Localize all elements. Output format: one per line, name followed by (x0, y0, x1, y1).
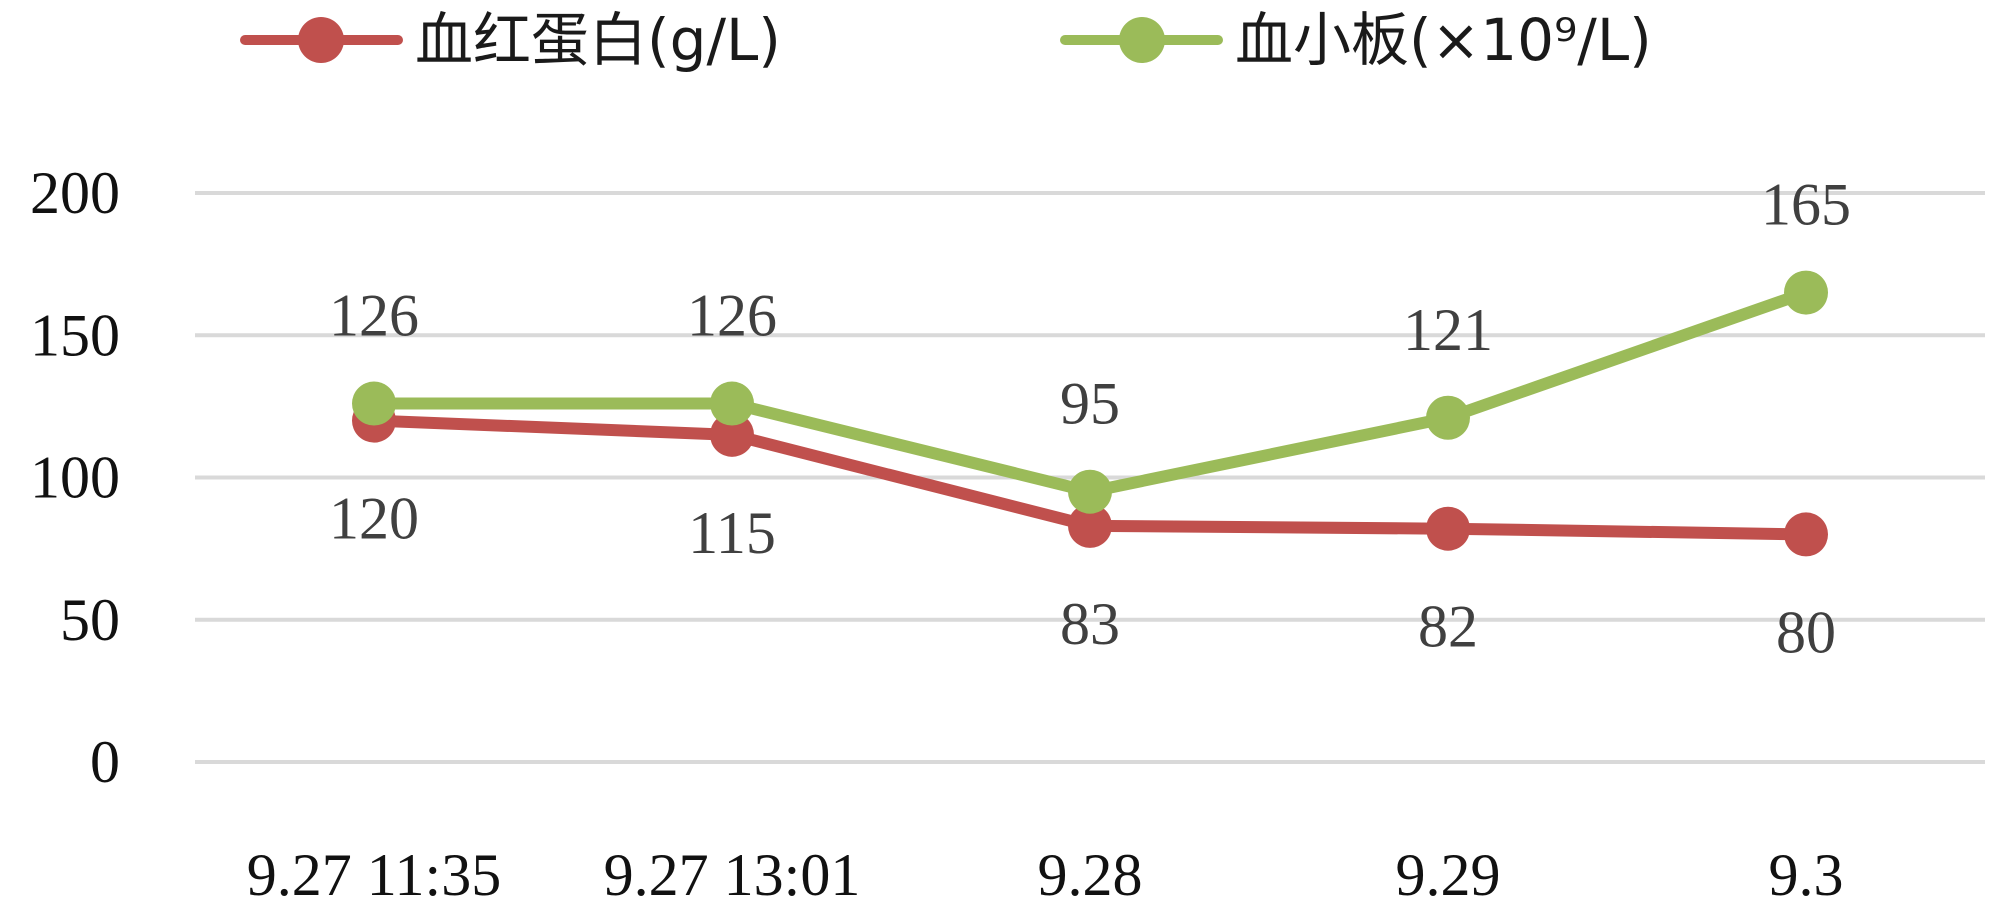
x-tick-label: 9.3 (1769, 842, 1844, 908)
data-point-platelet (1426, 395, 1470, 440)
legend-item-platelet: 血小板(×10⁹/L) (1060, 6, 1652, 74)
data-point-platelet (1784, 270, 1828, 315)
data-labels: 120 115 83 82 80 126 126 95 121 165 (329, 172, 1851, 666)
data-label-platelet: 126 (687, 283, 777, 349)
data-point-platelet (352, 381, 396, 426)
data-label-hemoglobin: 82 (1418, 594, 1478, 660)
data-label-hemoglobin: 80 (1776, 599, 1836, 665)
data-label-hemoglobin: 115 (688, 500, 776, 566)
legend-label-hemoglobin: 血红蛋白(g/L) (415, 6, 781, 74)
data-label-platelet: 95 (1060, 371, 1120, 437)
x-tick-label: 9.28 (1038, 842, 1143, 908)
data-label-platelet: 126 (329, 283, 419, 349)
x-tick-label: 9.27 11:35 (247, 842, 501, 908)
y-tick-label: 0 (90, 729, 120, 795)
series-markers (352, 270, 1828, 557)
legend-label-platelet: 血小板(×10⁹/L) (1235, 6, 1652, 74)
x-axis-ticks: 9.27 11:35 9.27 13:01 9.28 9.29 9.3 (247, 842, 1844, 908)
y-tick-label: 150 (30, 302, 120, 368)
data-point-hemoglobin (710, 412, 754, 457)
legend-swatch-marker-hemoglobin (298, 17, 344, 63)
y-tick-label: 50 (60, 587, 120, 653)
data-label-hemoglobin: 120 (329, 486, 419, 552)
data-label-hemoglobin: 83 (1060, 591, 1120, 657)
data-label-platelet: 121 (1403, 297, 1493, 363)
y-tick-label: 200 (30, 160, 120, 226)
legend-item-hemoglobin: 血红蛋白(g/L) (240, 6, 781, 74)
data-label-platelet: 165 (1761, 172, 1851, 238)
x-tick-label: 9.27 13:01 (604, 842, 861, 908)
data-point-hemoglobin (1784, 512, 1828, 557)
y-axis-ticks: 0 50 100 150 200 (30, 160, 120, 795)
data-point-hemoglobin (1426, 506, 1470, 551)
data-point-platelet (1068, 469, 1112, 514)
legend: 血红蛋白(g/L) 血小板(×10⁹/L) (240, 6, 1652, 74)
x-tick-label: 9.29 (1396, 842, 1501, 908)
data-point-hemoglobin (1068, 503, 1112, 548)
data-point-platelet (710, 381, 754, 426)
y-tick-label: 100 (30, 445, 120, 511)
legend-swatch-marker-platelet (1119, 17, 1165, 63)
